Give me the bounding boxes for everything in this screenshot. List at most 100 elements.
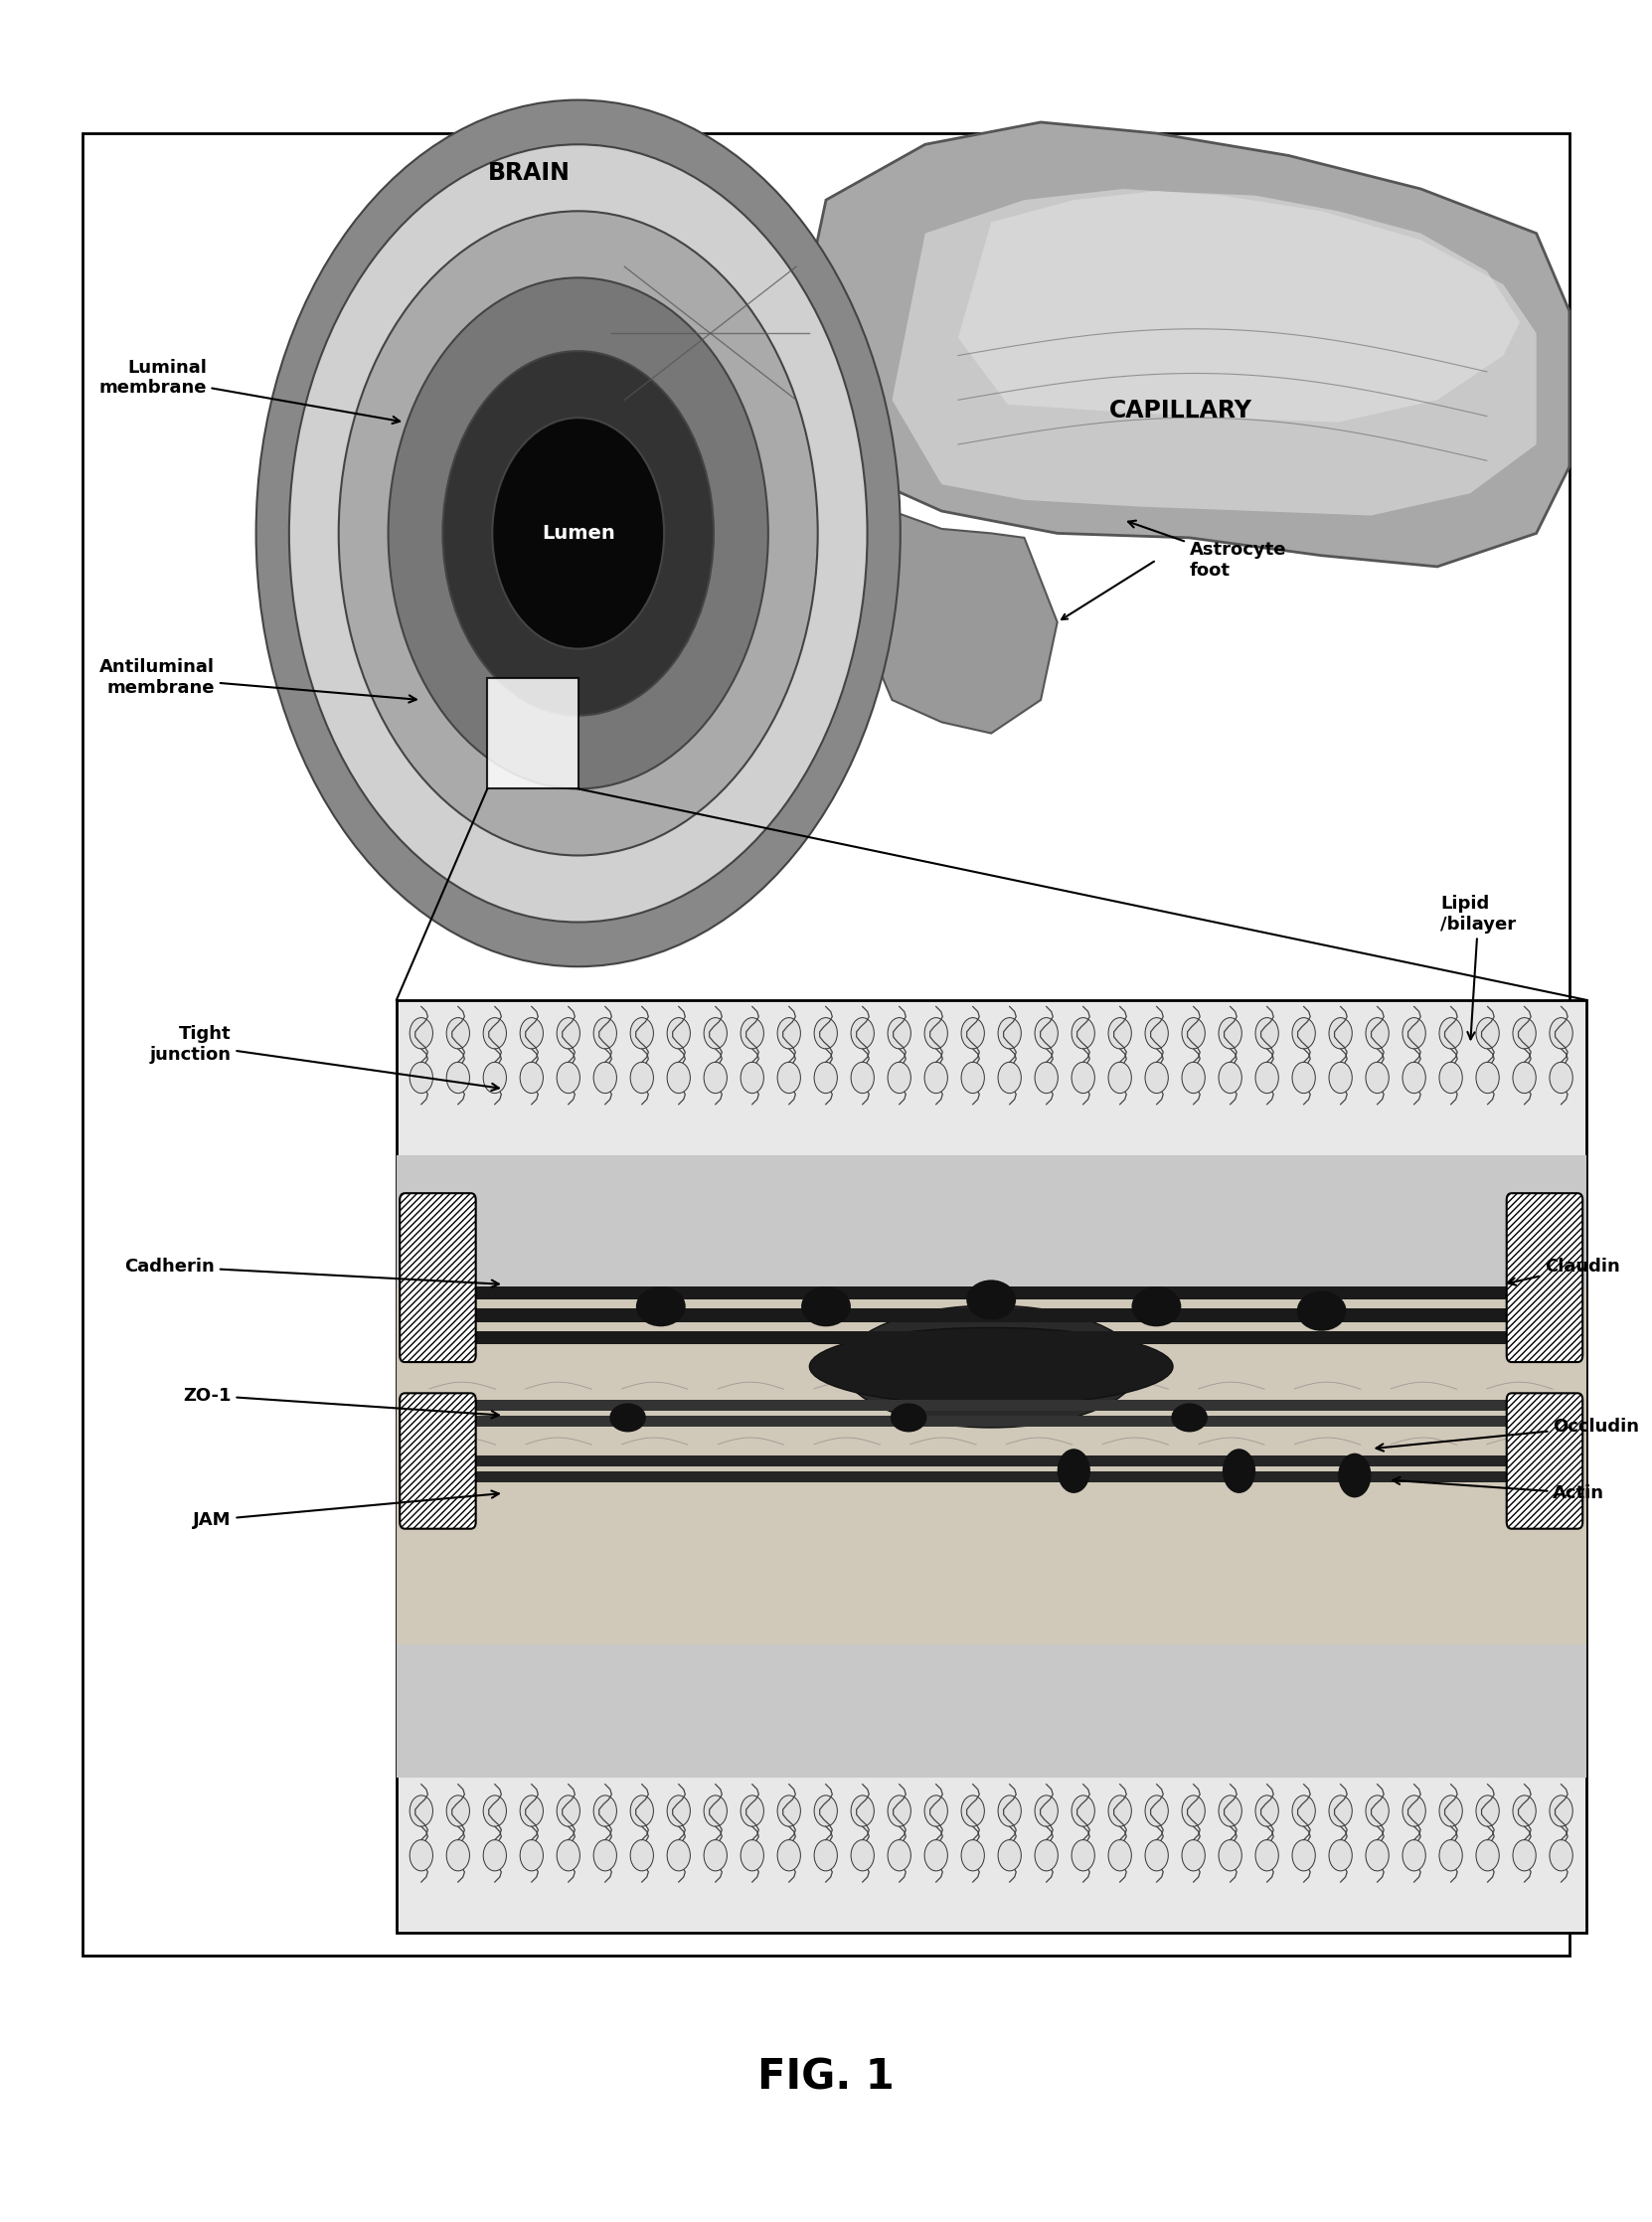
Circle shape xyxy=(778,1018,801,1049)
Ellipse shape xyxy=(890,1404,927,1433)
Polygon shape xyxy=(892,189,1536,516)
Ellipse shape xyxy=(801,1287,851,1327)
Circle shape xyxy=(1292,1018,1315,1049)
Text: Tight
junction: Tight junction xyxy=(150,1024,499,1091)
Circle shape xyxy=(1256,1062,1279,1093)
Text: Cadherin: Cadherin xyxy=(124,1258,499,1287)
Circle shape xyxy=(1550,1795,1573,1826)
Circle shape xyxy=(492,418,664,649)
Circle shape xyxy=(1057,1449,1090,1493)
Circle shape xyxy=(1550,1062,1573,1093)
Circle shape xyxy=(484,1840,507,1871)
Ellipse shape xyxy=(966,1280,1016,1320)
Bar xyxy=(413,1455,1569,1467)
Circle shape xyxy=(925,1062,948,1093)
Circle shape xyxy=(1222,1449,1256,1493)
Circle shape xyxy=(557,1840,580,1871)
Circle shape xyxy=(1403,1840,1426,1871)
Circle shape xyxy=(631,1795,654,1826)
Circle shape xyxy=(1328,1062,1351,1093)
Circle shape xyxy=(1439,1018,1462,1049)
Bar xyxy=(396,1000,1586,1933)
Circle shape xyxy=(814,1062,838,1093)
Circle shape xyxy=(1034,1840,1057,1871)
Circle shape xyxy=(410,1062,433,1093)
Circle shape xyxy=(1034,1062,1057,1093)
Ellipse shape xyxy=(809,1327,1173,1404)
Circle shape xyxy=(1145,1840,1168,1871)
Circle shape xyxy=(851,1062,874,1093)
Circle shape xyxy=(814,1795,838,1826)
Circle shape xyxy=(887,1062,910,1093)
Text: FIG. 1: FIG. 1 xyxy=(758,2058,894,2098)
Circle shape xyxy=(484,1795,507,1826)
Circle shape xyxy=(557,1795,580,1826)
Circle shape xyxy=(1292,1795,1315,1826)
Text: Occludin: Occludin xyxy=(1376,1418,1639,1451)
Circle shape xyxy=(1328,1795,1351,1826)
Circle shape xyxy=(998,1018,1021,1049)
Circle shape xyxy=(1219,1795,1242,1826)
Circle shape xyxy=(740,1018,763,1049)
Circle shape xyxy=(388,278,768,789)
Circle shape xyxy=(667,1840,691,1871)
FancyBboxPatch shape xyxy=(1507,1393,1583,1529)
Circle shape xyxy=(1108,1062,1132,1093)
Circle shape xyxy=(446,1018,469,1049)
Circle shape xyxy=(851,1795,874,1826)
Circle shape xyxy=(1475,1018,1498,1049)
Circle shape xyxy=(1072,1062,1095,1093)
Circle shape xyxy=(593,1795,616,1826)
Circle shape xyxy=(593,1840,616,1871)
Ellipse shape xyxy=(1171,1404,1208,1433)
Polygon shape xyxy=(958,191,1520,422)
Circle shape xyxy=(1550,1840,1573,1871)
Circle shape xyxy=(887,1840,910,1871)
Circle shape xyxy=(1403,1795,1426,1826)
Text: ZO-1: ZO-1 xyxy=(183,1387,499,1418)
Circle shape xyxy=(484,1062,507,1093)
Circle shape xyxy=(520,1840,544,1871)
Ellipse shape xyxy=(636,1287,686,1327)
Circle shape xyxy=(1181,1795,1204,1826)
Circle shape xyxy=(667,1795,691,1826)
Circle shape xyxy=(520,1795,544,1826)
Circle shape xyxy=(1108,1840,1132,1871)
Circle shape xyxy=(1181,1018,1204,1049)
Circle shape xyxy=(446,1062,469,1093)
Circle shape xyxy=(814,1018,838,1049)
Ellipse shape xyxy=(843,1304,1140,1429)
Bar xyxy=(487,678,578,789)
Circle shape xyxy=(887,1018,910,1049)
Text: Lipid
/bilayer: Lipid /bilayer xyxy=(1441,895,1517,1040)
Circle shape xyxy=(1328,1018,1351,1049)
Circle shape xyxy=(998,1062,1021,1093)
Circle shape xyxy=(667,1062,691,1093)
Circle shape xyxy=(925,1018,948,1049)
Circle shape xyxy=(289,144,867,922)
Circle shape xyxy=(961,1018,985,1049)
Circle shape xyxy=(557,1062,580,1093)
Circle shape xyxy=(593,1018,616,1049)
Circle shape xyxy=(1292,1840,1315,1871)
Circle shape xyxy=(1513,1795,1536,1826)
Circle shape xyxy=(851,1018,874,1049)
Circle shape xyxy=(410,1840,433,1871)
Text: Actin: Actin xyxy=(1393,1478,1604,1502)
FancyBboxPatch shape xyxy=(400,1393,476,1529)
Circle shape xyxy=(998,1795,1021,1826)
Circle shape xyxy=(1072,1795,1095,1826)
Circle shape xyxy=(1366,1840,1389,1871)
Circle shape xyxy=(1403,1018,1426,1049)
Circle shape xyxy=(704,1840,727,1871)
Circle shape xyxy=(256,100,900,967)
Circle shape xyxy=(1219,1018,1242,1049)
Text: Antiluminal
membrane: Antiluminal membrane xyxy=(99,658,416,702)
Text: CAPILLARY: CAPILLARY xyxy=(1110,400,1252,422)
Circle shape xyxy=(704,1062,727,1093)
Circle shape xyxy=(1256,1018,1279,1049)
Circle shape xyxy=(1256,1795,1279,1826)
Circle shape xyxy=(961,1840,985,1871)
Bar xyxy=(413,1287,1569,1300)
Circle shape xyxy=(1072,1018,1095,1049)
